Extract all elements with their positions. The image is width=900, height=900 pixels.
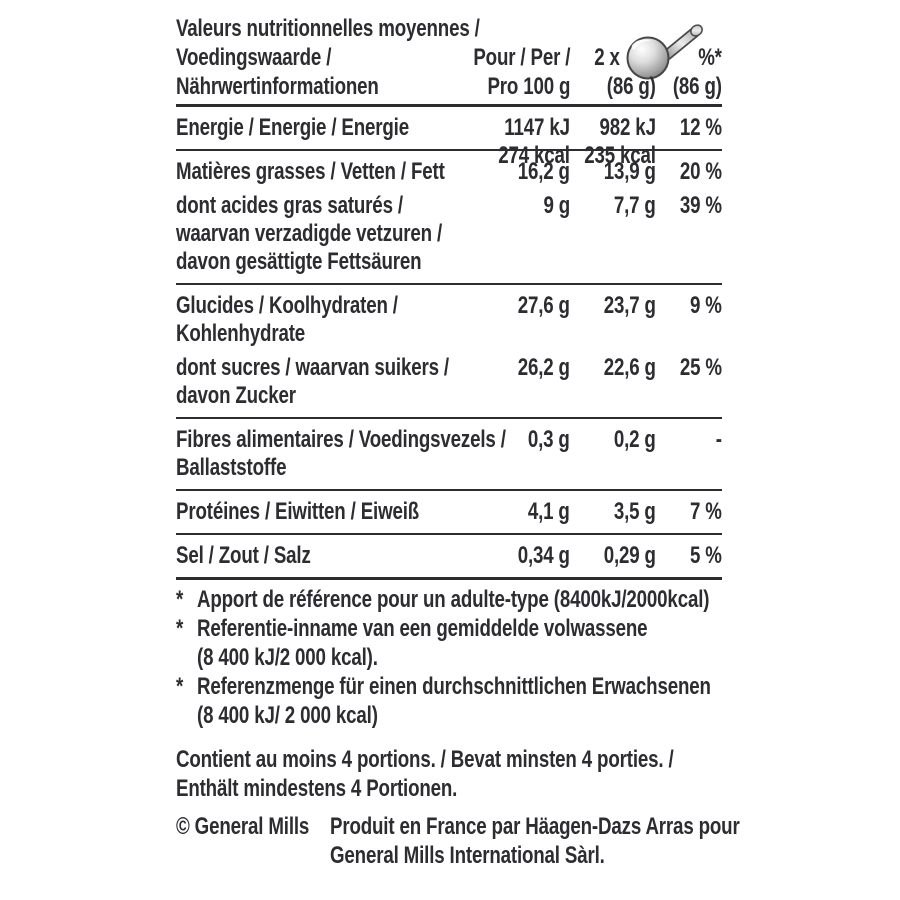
reference-intake-footnotes: * Apport de référence pour un adulte-typ… [176, 585, 722, 730]
value-reference-intake: 9 % [690, 292, 722, 319]
row-carbohydrates: Glucides / Koolhydraten / Kohlenhydrate … [176, 292, 722, 348]
row-protein: Protéines / Eiwitten / Eiweiß 4,1 g 3,5 … [176, 498, 722, 526]
group-salt: Sel / Zout / Salz 0,34 g 0,29 g 5 % [176, 535, 722, 580]
value-reference-intake: 12 % [679, 114, 722, 141]
value-per-serving: 7,7 g [614, 192, 656, 219]
value-per-100g: 0,34 g [517, 542, 570, 569]
asterisk: * [176, 586, 184, 613]
row-label: Glucides / Koolhydraten / Kohlenhydrate [176, 292, 398, 347]
value-per-serving: 982 kJ 235 kcal [584, 114, 656, 169]
footnote-fr: * Apport de référence pour un adulte-typ… [176, 586, 710, 613]
producer-footer: © General Mills Produit en France par Hä… [176, 812, 740, 870]
serving-weight: (86 g) [607, 73, 656, 100]
per100-label-line2: Pro 100 g [487, 73, 570, 100]
row-label: Fibres alimentaires / Voedingsvezels / B… [176, 426, 506, 481]
group-energy: Energie / Energie / Energie 1147 kJ 274 … [176, 107, 722, 169]
value-reference-intake: 7 % [690, 498, 722, 525]
value-per-serving: 22,6 g [603, 354, 656, 381]
producer-info: Produit en France par Häagen-Dazs Arras … [330, 813, 740, 869]
value-per-100g: 0,3 g [528, 426, 570, 453]
value-per-100g: 4,1 g [528, 498, 570, 525]
value-per-serving: 13,9 g [603, 158, 656, 185]
row-saturated-fat: dont acides gras saturés / waarvan verza… [176, 192, 722, 276]
serving-quantity-line: 2 x [587, 24, 703, 80]
row-fibre: Fibres alimentaires / Voedingsvezels / B… [176, 426, 722, 482]
footnote-nl: * Referentie-inname van een gemiddelde v… [176, 615, 648, 671]
row-label: Matières grasses / Vetten / Fett [176, 158, 445, 185]
ri-weight: (86 g) [673, 73, 722, 100]
value-per-100g: 26,2 g [517, 354, 570, 381]
ri-percent-label: %* [698, 44, 722, 71]
value-per-100g: 27,6 g [517, 292, 570, 319]
group-carbohydrates: Glucides / Koolhydraten / Kohlenhydrate … [176, 285, 722, 419]
value-per-serving: 0,2 g [614, 426, 656, 453]
value-reference-intake: - [715, 426, 722, 453]
row-label: dont sucres / waarvan suikers / davon Zu… [176, 354, 449, 409]
row-energy: Energie / Energie / Energie 1147 kJ 274 … [176, 114, 722, 169]
value-reference-intake: 5 % [690, 542, 722, 569]
footnote-de: * Referenzmenge für einen durchschnittli… [176, 673, 711, 729]
group-fat: Matières grasses / Vetten / Fett 16,2 g … [176, 151, 722, 285]
serving-quantity: 2 x [594, 44, 620, 71]
title-line-de: Nährwertinformationen [176, 73, 379, 100]
group-protein: Protéines / Eiwitten / Eiweiß 4,1 g 3,5 … [176, 491, 722, 535]
title-line-nl: Voedingswaarde / [176, 44, 332, 71]
row-label: Protéines / Eiwitten / Eiweiß [176, 498, 420, 525]
value-per-serving: 3,5 g [614, 498, 656, 525]
row-salt: Sel / Zout / Salz 0,34 g 0,29 g 5 % [176, 542, 722, 570]
nutrition-label: Valeurs nutritionnelles moyennes / Voedi… [176, 14, 740, 870]
value-per-serving: 23,7 g [603, 292, 656, 319]
value-reference-intake: 25 % [679, 354, 722, 381]
row-sugars: dont sucres / waarvan suikers / davon Zu… [176, 354, 722, 410]
group-fibre: Fibres alimentaires / Voedingsvezels / B… [176, 419, 722, 491]
asterisk: * [176, 615, 184, 642]
ice-cream-scoop-icon [626, 24, 703, 80]
value-reference-intake: 39 % [679, 192, 722, 219]
nutrition-title: Valeurs nutritionnelles moyennes / Voedi… [176, 14, 722, 101]
copyright-text: © General Mills [176, 813, 310, 840]
value-per-100g: 16,2 g [517, 158, 570, 185]
value-reference-intake: 20 % [679, 158, 722, 185]
nutrition-header: Valeurs nutritionnelles moyennes / Voedi… [176, 14, 722, 107]
row-label: dont acides gras saturés / waarvan verza… [176, 192, 442, 275]
servings-note: Contient au moins 4 portions. / Bevat mi… [176, 746, 674, 802]
column-header-reference-intake: %* (86 g) [659, 43, 722, 101]
asterisk: * [176, 673, 184, 700]
title-line-fr: Valeurs nutritionnelles moyennes / [176, 15, 480, 42]
column-header-per-serving: 2 x [587, 24, 703, 101]
row-label: Energie / Energie / Energie [176, 114, 409, 141]
column-header-per-100g: Pour / Per / Pro 100 g [446, 43, 570, 101]
value-per-100g: 9 g [543, 192, 570, 219]
row-label: Sel / Zout / Salz [176, 542, 311, 569]
value-per-serving: 0,29 g [603, 542, 656, 569]
value-per-100g: 1147 kJ 274 kcal [498, 114, 570, 169]
row-fat: Matières grasses / Vetten / Fett 16,2 g … [176, 158, 722, 186]
per100-label-line1: Pour / Per / [473, 44, 570, 71]
